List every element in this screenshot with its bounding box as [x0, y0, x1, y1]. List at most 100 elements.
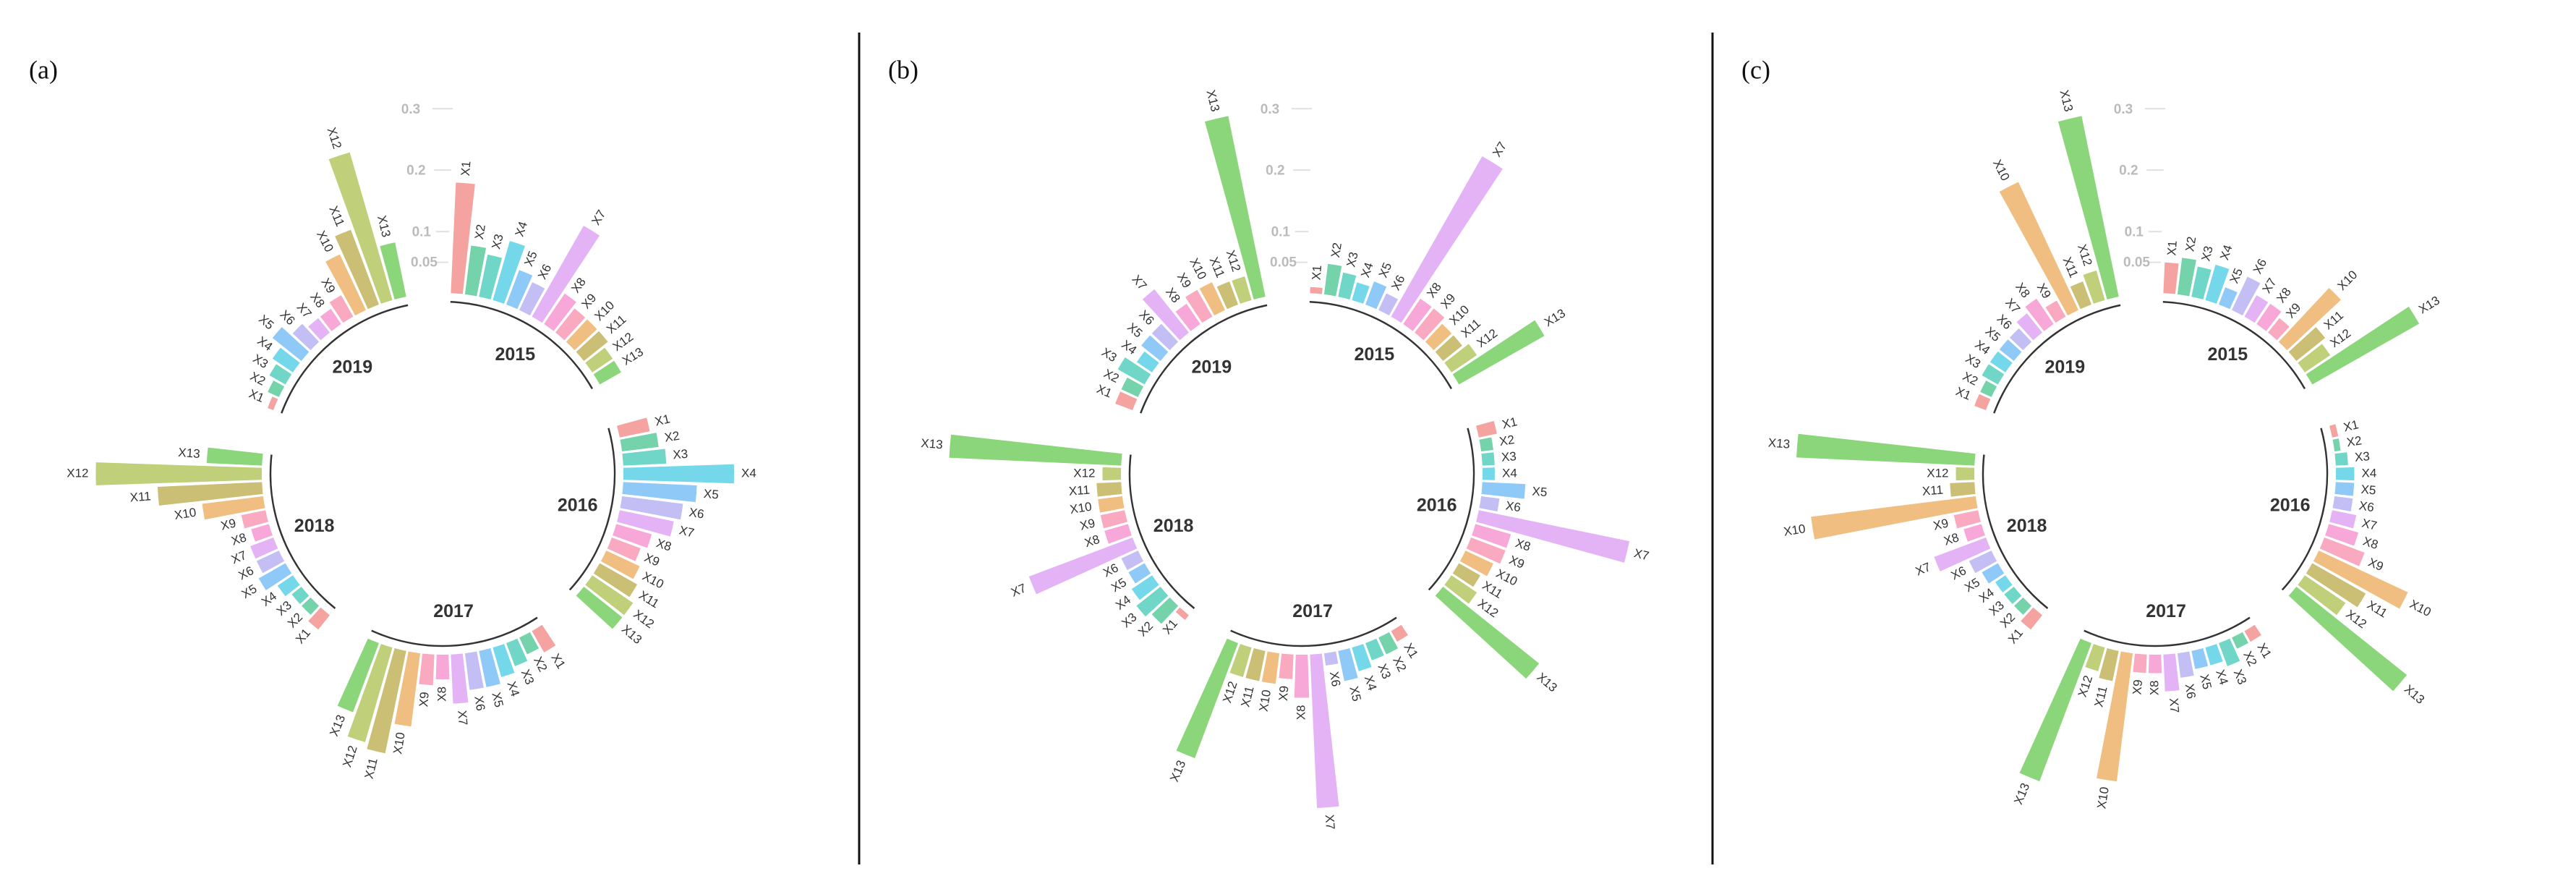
bar: [2163, 653, 2180, 692]
panel-label: (a): [29, 55, 58, 84]
bar: [329, 295, 354, 323]
bar: [2298, 344, 2331, 373]
bar: [2133, 653, 2147, 673]
bar: [1028, 537, 1138, 595]
bar-label: X2: [2346, 433, 2363, 449]
bar: [492, 644, 515, 678]
bar: [2019, 638, 2091, 781]
bar-label: X4: [2362, 466, 2377, 480]
bar: [419, 653, 435, 686]
bar: [544, 293, 576, 331]
bar: [519, 282, 545, 316]
bar: [1338, 648, 1358, 681]
bar: [367, 648, 406, 754]
bar: [1391, 624, 1408, 642]
bar: [2298, 575, 2346, 616]
bar: [600, 551, 640, 579]
bar: [1980, 381, 1997, 397]
bar: [272, 347, 300, 373]
bar: [1128, 563, 1151, 584]
group-arc: [281, 304, 409, 414]
bar: [1121, 551, 1144, 571]
group-label: 2018: [294, 516, 335, 536]
bar-label: X12: [1073, 466, 1095, 480]
bar-label: X9: [2130, 679, 2145, 695]
group-arc: [1982, 454, 2049, 609]
bar: [268, 396, 278, 410]
bar: [1294, 654, 1310, 698]
bar: [2329, 424, 2339, 438]
bar: [1096, 482, 1122, 497]
group-label: 2016: [1417, 495, 1457, 515]
bar: [2177, 651, 2194, 678]
tick-label: 0.1: [412, 224, 432, 239]
bar: [623, 464, 734, 484]
bar: [337, 638, 379, 713]
group-arc: [1428, 428, 1475, 591]
bar-label: X2: [2183, 236, 2198, 253]
bar: [617, 417, 650, 438]
bar: [95, 462, 263, 485]
bar-label: X10: [1069, 500, 1093, 517]
bar-label: X12: [67, 466, 88, 480]
bar: [256, 551, 285, 574]
bar: [2004, 587, 2022, 605]
bar-label: X5: [2197, 673, 2214, 691]
bar: [1323, 263, 1342, 297]
bar: [2313, 551, 2408, 609]
bar: [1999, 339, 2022, 361]
bar: [607, 537, 641, 561]
bar-label: X6: [2358, 498, 2376, 514]
bar: [2177, 258, 2196, 297]
bar: [1229, 644, 1252, 678]
bar-label: X6: [1505, 498, 1522, 514]
bar: [532, 226, 600, 323]
group-label: 2015: [1355, 344, 1395, 365]
bar-label: X6: [472, 695, 487, 713]
bar: [1338, 272, 1357, 299]
bar-label: X3: [1501, 449, 1517, 464]
bar-label: X4: [1502, 466, 1517, 480]
bar: [593, 360, 621, 385]
bar: [2191, 648, 2209, 669]
bar-label: X1: [1501, 415, 1519, 431]
bar: [1216, 281, 1238, 310]
tick-label: 0.05: [2123, 255, 2150, 271]
group-label: 2018: [2007, 516, 2047, 536]
bar: [1100, 510, 1127, 529]
bar: [2014, 597, 2032, 615]
bar: [328, 152, 393, 304]
bar-label: X12: [1927, 466, 1948, 480]
bar-label: X10: [2094, 786, 2111, 809]
bar: [464, 245, 487, 297]
group-arc: [1128, 454, 1195, 609]
bar: [2268, 318, 2290, 341]
bar-label: X7: [2167, 697, 2182, 713]
bar: [2016, 313, 2042, 341]
group-arc: [568, 428, 616, 591]
bar: [2205, 644, 2223, 666]
bar: [1352, 644, 1372, 671]
bar: [585, 347, 613, 373]
bar: [2232, 276, 2261, 316]
group-label: 2019: [1191, 357, 1232, 378]
bar: [325, 254, 366, 316]
bar: [1151, 323, 1179, 351]
group-label: 2016: [2270, 495, 2311, 515]
bar: [464, 651, 484, 690]
bar: [1444, 575, 1477, 604]
bar: [335, 229, 379, 310]
bar-label: X11: [1068, 483, 1090, 498]
bar-label: X1: [654, 412, 672, 428]
bar: [1175, 303, 1200, 331]
bar: [949, 434, 1122, 466]
bar: [1472, 524, 1511, 548]
bar-label: X1: [1310, 265, 1325, 281]
bar: [1452, 563, 1480, 587]
bar: [1459, 551, 1493, 577]
bar: [622, 482, 697, 503]
bar: [1279, 653, 1294, 679]
bar-label: X9: [1932, 516, 1950, 532]
bar: [2332, 496, 2353, 512]
